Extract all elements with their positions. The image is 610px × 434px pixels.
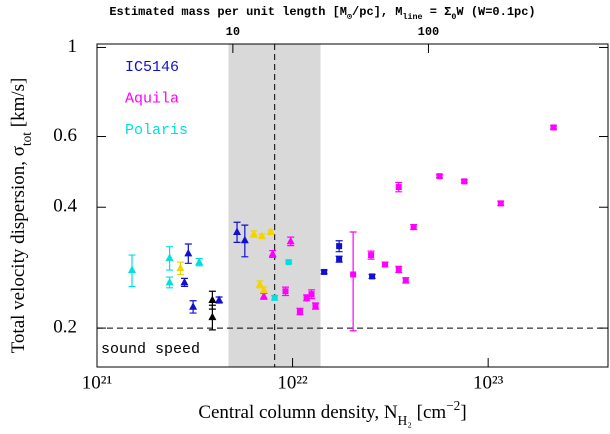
y-axis-label-part: [km/s] bbox=[8, 78, 29, 132]
point bbox=[550, 124, 557, 131]
point bbox=[233, 227, 242, 236]
point bbox=[395, 184, 402, 191]
point bbox=[255, 279, 264, 288]
point bbox=[195, 257, 204, 266]
x-tick-label: 10²³ bbox=[473, 372, 504, 393]
point bbox=[215, 295, 224, 303]
top-axis-label-part: /pc], M bbox=[352, 5, 402, 19]
point bbox=[271, 294, 278, 301]
point bbox=[208, 312, 217, 321]
error-bar bbox=[349, 231, 357, 332]
x2-tick-label: 10 bbox=[226, 25, 240, 39]
point bbox=[368, 252, 375, 259]
y-tick-label: 1 bbox=[68, 36, 78, 57]
x2-tick-label: 100 bbox=[418, 25, 440, 39]
plot-frame bbox=[96, 43, 609, 368]
point bbox=[259, 285, 268, 293]
x-axis-label-part: [cm bbox=[412, 402, 447, 423]
point bbox=[303, 294, 310, 301]
point bbox=[176, 263, 185, 272]
y-tick-label: 0.2 bbox=[53, 316, 77, 337]
top-axis-label-part: 0 bbox=[451, 12, 456, 22]
x-tick-label: 10²¹ bbox=[82, 372, 113, 393]
y-axis-label-part: Total velocity dispersion, σ bbox=[8, 146, 29, 353]
point bbox=[410, 224, 417, 231]
point bbox=[257, 231, 266, 240]
x-axis-label-part: H₂ bbox=[398, 413, 412, 428]
point bbox=[165, 253, 174, 261]
point bbox=[286, 236, 295, 245]
point bbox=[268, 249, 277, 257]
point bbox=[128, 265, 137, 274]
point bbox=[497, 200, 504, 207]
point bbox=[369, 273, 376, 280]
point bbox=[184, 248, 193, 257]
top-axis-label-part: Estimated mass per unit length [M bbox=[109, 5, 347, 19]
point bbox=[436, 173, 443, 180]
top-axis-label-part: ⊙ bbox=[347, 12, 352, 22]
point bbox=[249, 229, 258, 238]
legend-entry: IC5146 bbox=[125, 59, 179, 76]
point bbox=[336, 256, 343, 263]
point bbox=[208, 295, 217, 303]
x-axis-label-part: −2 bbox=[446, 398, 460, 413]
x-tick-label: 10²² bbox=[277, 372, 308, 393]
point bbox=[282, 288, 289, 295]
y-axis-label: Total velocity dispersion, σtot [km/s] bbox=[8, 78, 33, 354]
point bbox=[165, 277, 174, 286]
top-axis-label-part: line bbox=[402, 12, 422, 22]
legend-entry: Aquila bbox=[125, 90, 179, 107]
top-axis-label-part: = Σ bbox=[423, 5, 452, 19]
y-axis-label-part: tot bbox=[19, 132, 34, 146]
point bbox=[180, 277, 189, 286]
point bbox=[461, 178, 468, 185]
point bbox=[350, 271, 357, 278]
point bbox=[259, 291, 268, 300]
point bbox=[266, 227, 275, 236]
point bbox=[402, 277, 409, 284]
point bbox=[296, 308, 303, 315]
top-axis-label: Estimated mass per unit length [M⊙/pc], … bbox=[109, 5, 535, 22]
point bbox=[321, 268, 328, 275]
point bbox=[240, 235, 249, 244]
top-axis-label-part: W (W=0.1pc) bbox=[456, 5, 535, 19]
point bbox=[285, 259, 292, 266]
x-axis-label: Central column density, NH₂ [cm−2] bbox=[198, 398, 466, 428]
point bbox=[308, 291, 315, 298]
hline-label: sound speed bbox=[101, 341, 200, 358]
y-tick-label: 0.4 bbox=[53, 196, 77, 217]
x-axis-label-part: Central column density, N bbox=[198, 402, 398, 423]
legend-entry: Polaris bbox=[125, 122, 188, 139]
point bbox=[382, 261, 389, 268]
y-tick-label: 0.6 bbox=[53, 125, 77, 146]
point bbox=[395, 266, 402, 273]
point bbox=[336, 243, 343, 250]
point bbox=[189, 302, 198, 310]
x-axis-label-part: ] bbox=[460, 402, 466, 423]
point bbox=[312, 303, 319, 310]
